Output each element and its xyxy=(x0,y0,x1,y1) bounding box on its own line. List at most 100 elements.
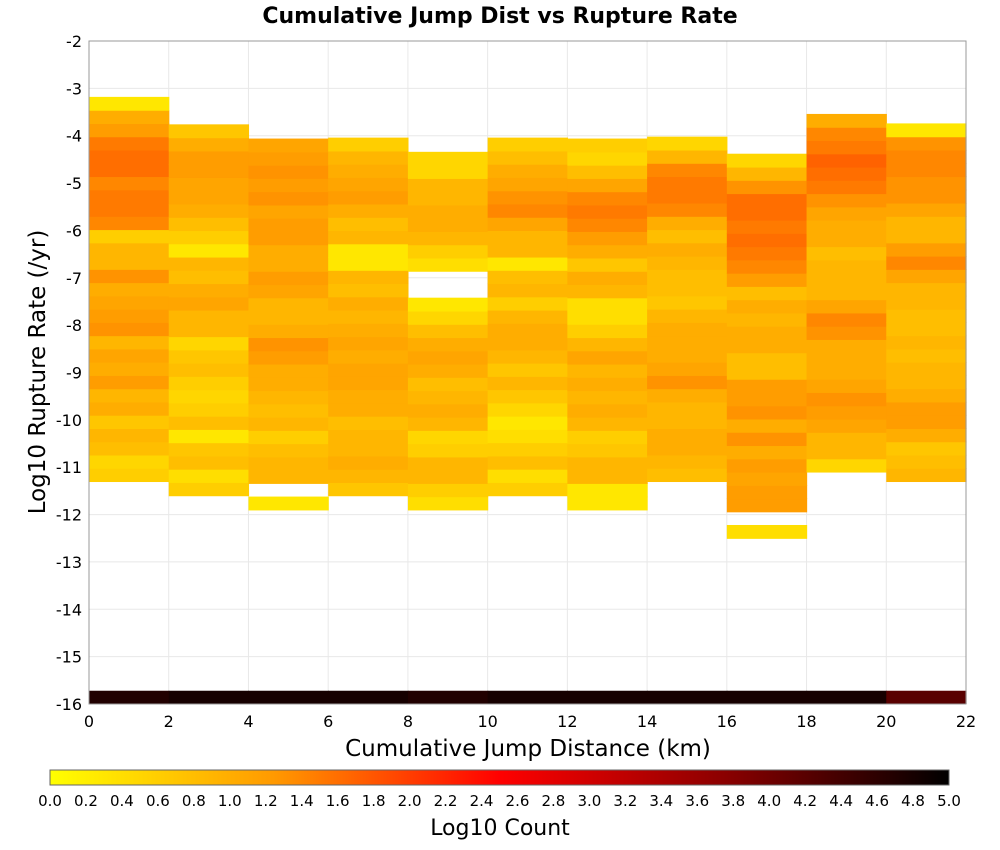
heatmap-cell xyxy=(647,690,728,704)
heatmap-cell xyxy=(328,469,409,483)
y-axis-label: Log10 Rupture Rate (/yr) xyxy=(25,230,51,515)
heatmap-cell xyxy=(487,690,568,704)
heatmap-cell xyxy=(567,244,648,259)
heatmap-cell xyxy=(487,482,568,497)
heatmap-cell xyxy=(248,257,329,272)
heatmap-cell xyxy=(407,218,489,232)
heatmap-cell xyxy=(328,690,409,704)
heatmap-cell xyxy=(647,149,728,164)
y-tick-label: -7 xyxy=(66,269,82,288)
y-tick-label: -9 xyxy=(66,364,82,383)
heatmap-cell xyxy=(89,468,170,483)
colorbar-tick-label: 1.0 xyxy=(218,792,242,810)
heatmap-cell xyxy=(567,377,648,392)
heatmap-cell xyxy=(89,189,170,204)
heatmap-cell xyxy=(487,270,568,285)
heatmap-cell xyxy=(168,429,250,444)
colorbar-tick-label: 3.8 xyxy=(721,792,745,810)
colorbar-tick-label: 0.0 xyxy=(38,792,62,810)
colorbar-tick-label: 4.0 xyxy=(757,792,781,810)
heatmap-cell xyxy=(248,337,329,352)
heatmap-cell xyxy=(886,229,967,244)
heatmap-cell xyxy=(886,362,967,376)
heatmap-cell xyxy=(726,445,808,460)
heatmap-cell xyxy=(328,482,409,497)
colorbar-tick-label: 0.2 xyxy=(74,792,98,810)
heatmap-cell xyxy=(567,284,648,299)
heatmap-cell xyxy=(886,216,967,231)
y-tick-label: -5 xyxy=(66,174,82,193)
heatmap-cell xyxy=(328,429,409,444)
heatmap-cell xyxy=(487,416,568,430)
heatmap-cell xyxy=(407,324,489,339)
heatmap-cell xyxy=(89,348,170,363)
heatmap-cell xyxy=(407,496,489,511)
y-tick-label: -16 xyxy=(56,695,82,714)
heatmap-cell xyxy=(328,323,409,338)
heatmap-cell xyxy=(567,231,648,246)
colorbar-ticks: 0.0 0.2 0.4 0.6 0.8 1.0 1.2 1.4 1.6 1.8 2.0 2.2 2.4 2… xyxy=(38,792,961,810)
heatmap-cell xyxy=(168,270,250,285)
colorbar-tick-label: 3.2 xyxy=(613,792,637,810)
heatmap-cell xyxy=(487,469,568,483)
heatmap-cell xyxy=(806,140,887,155)
heatmap-cell xyxy=(248,244,329,259)
colorbar-tick-label: 2.2 xyxy=(434,792,458,810)
heatmap-cell xyxy=(89,269,170,284)
heatmap-cell xyxy=(806,233,887,248)
heatmap-cell xyxy=(407,417,489,431)
colorbar-tick-label: 4.8 xyxy=(901,792,925,810)
heatmap-cell xyxy=(248,690,329,704)
heatmap-cell xyxy=(89,163,170,178)
heatmap-cell xyxy=(886,269,967,284)
heatmap-cell xyxy=(886,123,967,138)
heatmap-cell xyxy=(726,524,808,539)
heatmap-cell xyxy=(89,136,170,151)
heatmap-cell xyxy=(806,432,887,447)
heatmap-cell xyxy=(886,375,967,390)
y-tick-label: -11 xyxy=(56,458,82,477)
colorbar-tick-label: 1.8 xyxy=(362,792,386,810)
heatmap-cell xyxy=(806,690,887,704)
heatmap-cell xyxy=(806,246,887,261)
heatmap-cell xyxy=(328,177,409,192)
heatmap-cell xyxy=(328,190,409,205)
heatmap-cell xyxy=(647,454,728,469)
heatmap-cell xyxy=(248,284,329,299)
heatmap-cell xyxy=(806,445,887,460)
heatmap-cell xyxy=(168,402,250,417)
heatmap-cell xyxy=(726,153,808,168)
heatmap-cell xyxy=(168,442,250,457)
heatmap-cell xyxy=(726,485,808,500)
heatmap-cell xyxy=(567,363,648,378)
heatmap-cell xyxy=(89,282,170,297)
heatmap-cell xyxy=(248,165,329,179)
heatmap-cell xyxy=(248,470,329,484)
heatmap-cell xyxy=(726,339,808,354)
heatmap-cell xyxy=(328,442,409,457)
heatmap-cell xyxy=(487,309,568,324)
heatmap-cell xyxy=(248,297,329,312)
heatmap-cell xyxy=(328,389,409,404)
heatmap-cell xyxy=(487,455,568,470)
heatmap-cell xyxy=(168,455,250,470)
heatmap-cell xyxy=(328,243,409,258)
heatmap-cell xyxy=(89,375,170,390)
heatmap-cell xyxy=(89,229,170,244)
heatmap-cell xyxy=(248,403,329,418)
heatmap-cell xyxy=(886,256,967,270)
heatmap-cell xyxy=(168,256,250,271)
heatmap-cell xyxy=(89,362,170,376)
heatmap-cell xyxy=(407,363,489,378)
heatmap-cell xyxy=(886,468,967,483)
heatmap-cell xyxy=(567,483,648,498)
heatmap-cell xyxy=(89,110,170,125)
heatmap-cell xyxy=(886,401,967,416)
heatmap-cell xyxy=(806,259,887,274)
heatmap-cell xyxy=(89,202,170,217)
heatmap-cell xyxy=(89,415,170,429)
heatmap-cell xyxy=(487,283,568,298)
heatmap-cell xyxy=(567,456,648,471)
heatmap-cell xyxy=(567,310,648,325)
heatmap-cell xyxy=(89,96,170,111)
